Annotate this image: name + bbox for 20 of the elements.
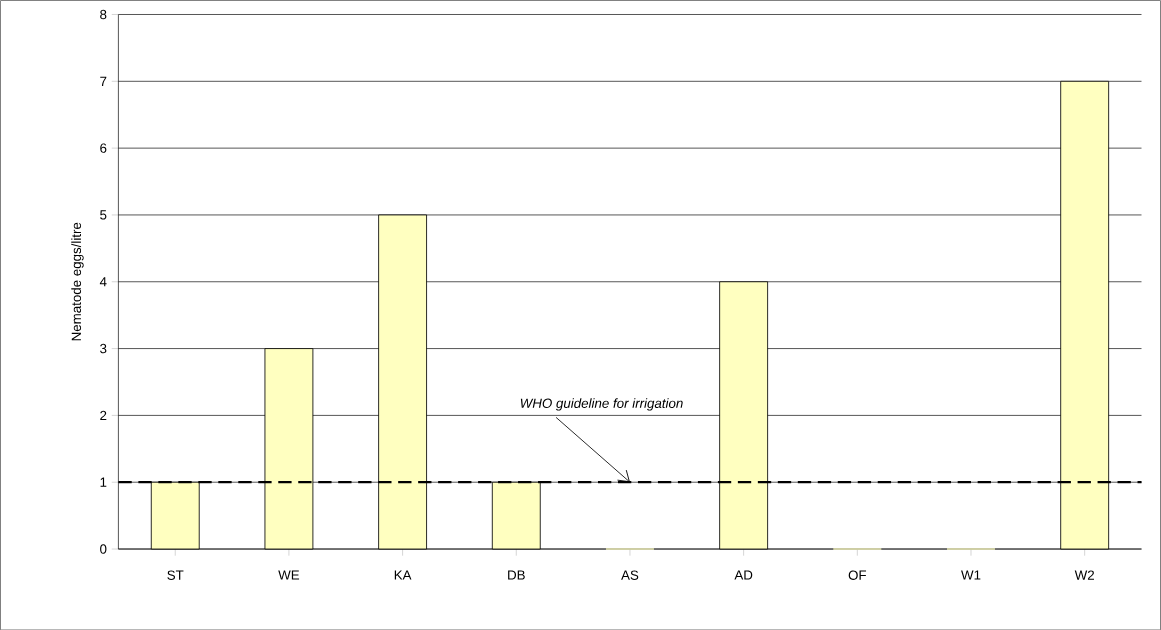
x-tick-label: OF <box>848 570 867 580</box>
y-tick-label: 5 <box>100 210 107 220</box>
x-tick-label: WE <box>278 570 300 580</box>
x-tick-label: AD <box>734 570 753 580</box>
x-tick-label: KA <box>394 570 412 580</box>
y-axis-title: Nematode eggs/litre <box>71 222 84 341</box>
y-tick-label: 1 <box>100 477 107 487</box>
y-tick-label: 8 <box>100 9 107 19</box>
y-tick-label: 7 <box>100 76 107 86</box>
x-tick-label: W2 <box>1074 570 1094 580</box>
y-tick-label: 6 <box>100 143 107 153</box>
x-tick-label: W1 <box>961 570 981 580</box>
x-tick-label: DB <box>508 570 525 580</box>
y-tick-label: 0 <box>100 544 107 554</box>
y-tick-label: 4 <box>99 276 107 287</box>
y-tick-label: 3 <box>100 343 107 354</box>
y-tick-label: 2 <box>100 410 107 420</box>
annotation: WHO guideline for irrigation <box>520 397 683 411</box>
x-tick-label: AS <box>621 570 639 580</box>
x-tick-label: ST <box>167 570 184 580</box>
